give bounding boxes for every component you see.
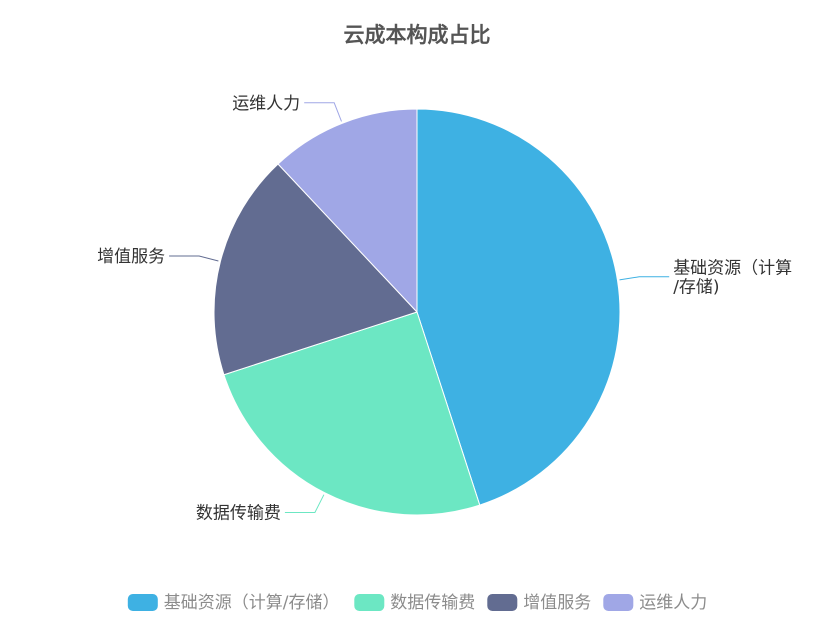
legend-label: 基础资源（计算/存储） (164, 593, 340, 613)
leader-line (304, 102, 342, 122)
legend-swatch (603, 594, 634, 611)
legend-item[interactable]: 增值服务 (487, 593, 591, 613)
pie-slice[interactable] (223, 311, 481, 516)
slice-label: 运维人力 (232, 94, 300, 114)
slice-label: 基础资源（计算/存储) (673, 258, 792, 297)
slice-label: 增值服务 (97, 247, 165, 267)
pie-slice[interactable] (213, 163, 418, 376)
leader-line (284, 494, 325, 513)
legend-label: 增值服务 (523, 593, 591, 613)
slice-label: 数据传输费 (196, 504, 281, 524)
legend-item[interactable]: 运维人力 (603, 593, 707, 613)
legend-swatch (127, 594, 158, 611)
leader-line (619, 276, 670, 281)
legend-swatch (487, 594, 518, 611)
legend-item[interactable]: 数据传输费 (354, 593, 475, 613)
legend-label: 运维人力 (639, 593, 707, 613)
pie-slices (213, 108, 621, 516)
chart-title: 云成本构成占比 (344, 23, 491, 47)
legend-swatch (354, 594, 385, 611)
label-leader-lines (169, 102, 670, 513)
slice-labels: 基础资源（计算/存储) 数据传输费 增值服务 运维人力 (97, 94, 792, 524)
pie-slice[interactable] (416, 108, 621, 506)
legend-item[interactable]: 基础资源（计算/存储） (127, 593, 340, 613)
legend-label: 数据传输费 (390, 593, 475, 613)
legend[interactable]: 基础资源（计算/存储） 数据传输费 增值服务 运维人力 (127, 593, 708, 613)
leader-line (169, 255, 219, 262)
pie-slice[interactable] (277, 108, 418, 313)
